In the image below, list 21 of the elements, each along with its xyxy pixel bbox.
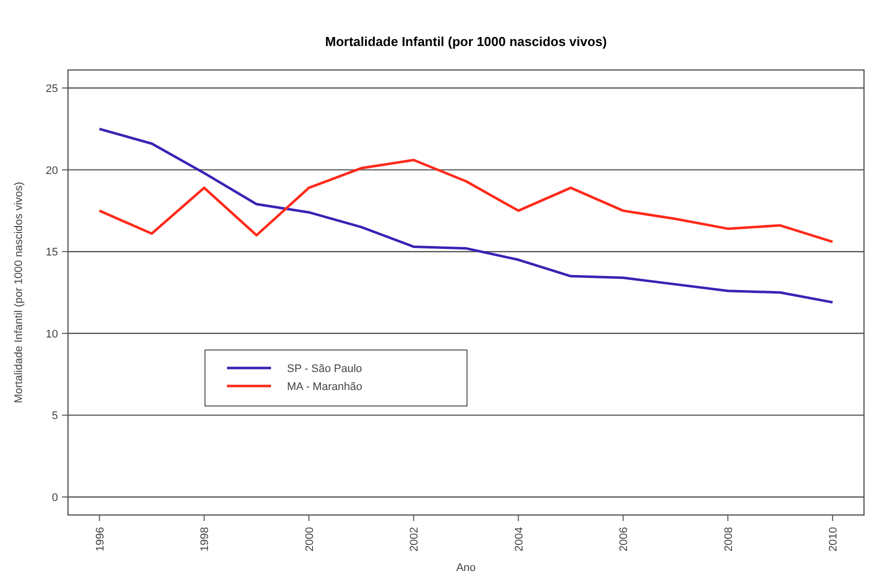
y-tick-label: 5 (52, 410, 58, 422)
x-tick-label: 2000 (304, 527, 316, 552)
x-tick-label: 2010 (828, 527, 840, 552)
line-series (98, 158, 834, 244)
y-tick-label: 10 (46, 328, 58, 340)
y-tick-label: 25 (46, 82, 58, 95)
x-tick-label: 1996 (94, 527, 106, 552)
y-tick-label: 20 (46, 164, 58, 177)
legend-label: MA - Maranhão (287, 381, 362, 393)
y-axis-title: Mortalidade Infantil (por 1000 nascidos vivos) (13, 182, 25, 404)
x-tick-label: 1998 (199, 527, 212, 552)
x-axis-title: Ano (456, 562, 476, 574)
y-tick-label: 15 (46, 246, 58, 259)
chart-title: Mortalidade Infantil (por 1000 nascidos vivos) (325, 34, 607, 49)
x-tick-label: 2002 (408, 527, 421, 552)
line-series (98, 128, 834, 304)
legend-label: SP - São Paulo (287, 363, 362, 375)
x-tick-label: 2006 (618, 527, 630, 552)
y-tick-label: 0 (52, 492, 58, 504)
x-tick-label: 2008 (722, 527, 735, 552)
x-tick-label: 2004 (513, 527, 526, 552)
